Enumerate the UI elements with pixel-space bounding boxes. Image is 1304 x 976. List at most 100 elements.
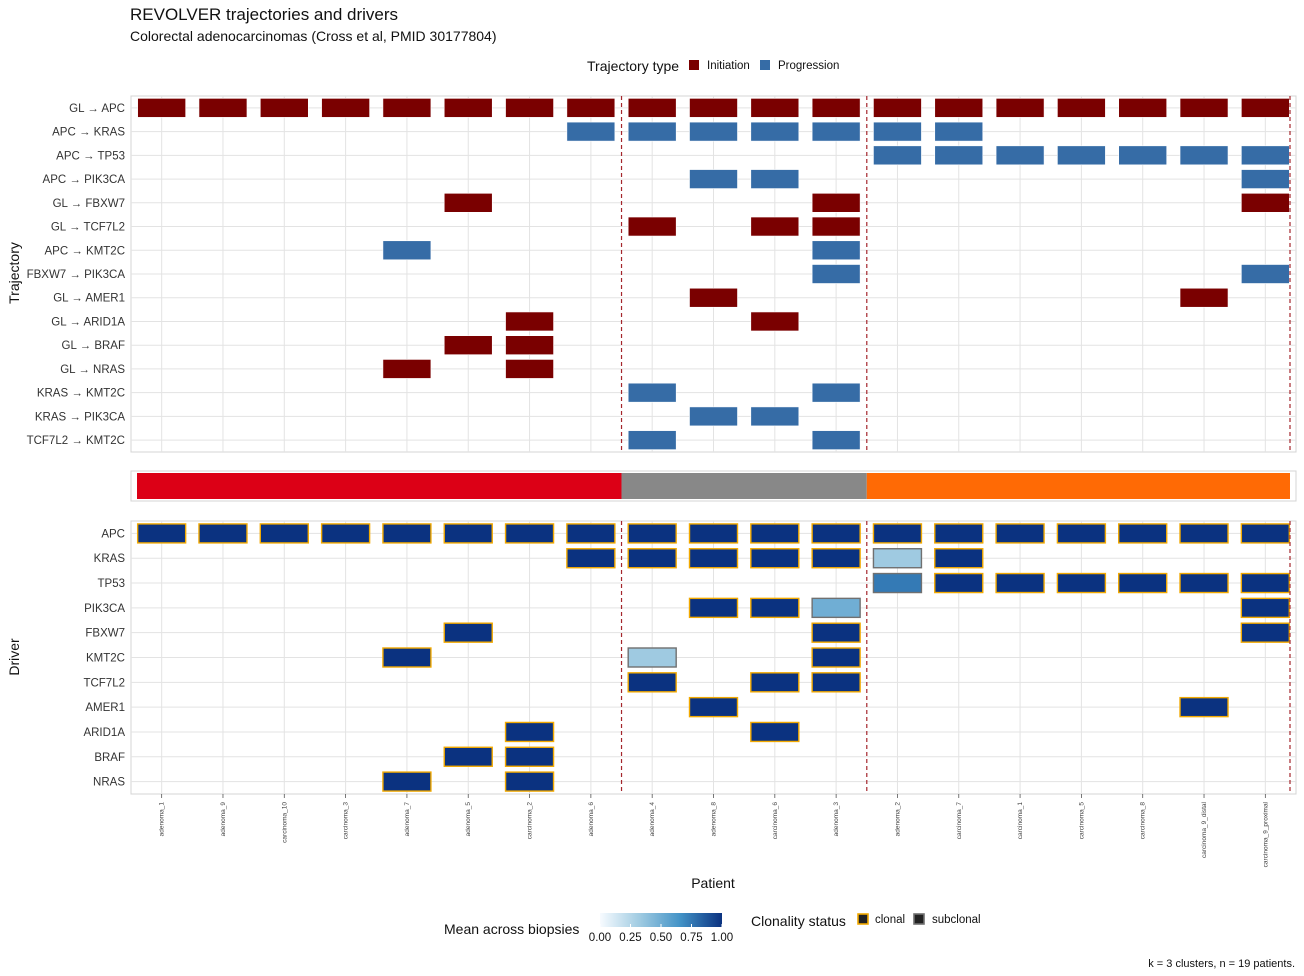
trajectory-tile-gl-apc-adenoma-7 xyxy=(382,98,432,118)
mean-legend-tick-label: 0.75 xyxy=(680,932,702,944)
trajectory-tile-fbxw7-pik3ca-adenoma-3 xyxy=(811,264,861,284)
trajectory-tile-apc-tp53-carcinoma-7 xyxy=(934,145,984,166)
trajectory-axis-title: Trajectory xyxy=(6,242,22,304)
driver-tile-kras-adenoma-6 xyxy=(566,548,616,569)
patient-label-carcinoma-1: carcinoma_1 xyxy=(1017,802,1024,840)
clonality-legend: Clonality status clonal subclonal xyxy=(751,913,981,929)
trajectory-tile-apc-kras-adenoma-2 xyxy=(873,121,922,142)
trajectory-tile-apc-kras-adenoma-3 xyxy=(811,121,861,142)
trajectory-row-label-gl-fbxw7: GL → FBXW7 xyxy=(53,198,125,210)
trajectory-tile-gl-apc-adenoma-1 xyxy=(137,98,186,118)
trajectory-tile-apc-pik3ca-carcinoma-9-proximal xyxy=(1241,169,1290,189)
driver-row-label-amer1: AMER1 xyxy=(85,702,125,714)
driver-tile-tp53-adenoma-2 xyxy=(872,572,923,594)
patient-label-adenoma-3: adenoma_3 xyxy=(833,802,840,837)
trajectory-tile-gl-nras-adenoma-7 xyxy=(382,359,432,379)
trajectory-tile-apc-tp53-carcinoma-9-proximal xyxy=(1241,145,1290,166)
driver-tile-pik3ca-adenoma-8 xyxy=(688,597,739,619)
mean-legend-tick-label: 0.50 xyxy=(650,932,672,944)
trajectory-tile-gl-apc-carcinoma-6 xyxy=(750,98,800,118)
trajectory-tile-gl-tcf7l2-adenoma-3 xyxy=(811,216,861,237)
patient-label-adenoma-8: adenoma_8 xyxy=(711,802,718,837)
trajectory-row-label-apc-kras: APC → KRAS xyxy=(52,127,125,139)
driver-tile-apc-adenoma-2 xyxy=(872,523,923,544)
driver-tile-kmt2c-adenoma-4 xyxy=(627,647,677,668)
mean-legend-tick-label: 0.00 xyxy=(589,932,611,944)
trajectory-panel: GL → APC APC → KRAS APC → TP53 APC → PIK3CA… xyxy=(27,95,1297,453)
trajectory-tile-gl-apc-adenoma-8 xyxy=(689,98,738,118)
trajectory-row-label-tcf7l2-kmt2c: TCF7L2 → KMT2C xyxy=(27,435,125,447)
trajectory-tile-gl-apc-carcinoma-9-proximal xyxy=(1241,98,1290,118)
driver-row-label-kras: KRAS xyxy=(94,553,126,565)
trajectory-tile-gl-apc-adenoma-4 xyxy=(627,98,677,118)
driver-tile-braf-carcinoma-2 xyxy=(504,746,555,767)
driver-tile-apc-carcinoma-5 xyxy=(1056,523,1107,544)
trajectory-row-label-gl-apc: GL → APC xyxy=(69,103,125,115)
driver-tile-arid1a-carcinoma-2 xyxy=(504,721,555,743)
trajectory-row-label-gl-tcf7l2: GL → TCF7L2 xyxy=(51,222,125,234)
driver-row-label-tp53: TP53 xyxy=(98,578,126,590)
trajectory-tile-apc-kras-adenoma-8 xyxy=(689,121,738,142)
trajectory-tile-apc-kras-carcinoma-7 xyxy=(934,121,984,142)
patient-label-adenoma-4: adenoma_4 xyxy=(649,802,656,837)
driver-row-label-braf: BRAF xyxy=(94,752,125,764)
driver-row-label-pik3ca: PIK3CA xyxy=(84,603,125,615)
driver-tile-fbxw7-adenoma-3 xyxy=(811,622,861,643)
legend-clonal-swatch xyxy=(857,913,869,925)
patient-label-carcinoma-5: carcinoma_5 xyxy=(1078,802,1085,840)
trajectory-tile-gl-tcf7l2-adenoma-4 xyxy=(627,216,677,237)
trajectory-tile-gl-apc-adenoma-9 xyxy=(198,98,248,118)
trajectory-row-label-kras-pik3ca: KRAS → PIK3CA xyxy=(35,411,125,423)
driver-row-label-apc: APC xyxy=(101,528,125,540)
patient-tick-labels: adenoma_1 adenoma_9 carcinoma_10 carcinoma_… xyxy=(159,794,1269,867)
driver-tile-tp53-carcinoma-9-distal xyxy=(1179,572,1229,594)
driver-tile-kmt2c-adenoma-7 xyxy=(382,647,432,668)
trajectory-legend-title: Trajectory type xyxy=(587,58,679,74)
driver-tile-tcf7l2-adenoma-4 xyxy=(627,672,677,693)
trajectory-tile-gl-apc-carcinoma-2 xyxy=(505,98,554,118)
mean-legend-tick-label: 0.25 xyxy=(619,932,641,944)
trajectory-tile-gl-apc-carcinoma-10 xyxy=(259,98,309,118)
driver-tile-apc-carcinoma-2 xyxy=(504,523,555,544)
driver-tile-apc-carcinoma-9-proximal xyxy=(1240,523,1291,544)
driver-row-label-nras: NRAS xyxy=(93,777,125,789)
trajectory-tile-apc-tp53-carcinoma-5 xyxy=(1057,145,1106,166)
trajectory-tile-gl-arid1a-carcinoma-6 xyxy=(750,311,800,332)
cluster-bar xyxy=(130,470,1297,502)
trajectory-tile-gl-apc-carcinoma-7 xyxy=(934,98,984,118)
driver-row-label-kmt2c: KMT2C xyxy=(86,653,125,665)
trajectory-tile-kras-pik3ca-adenoma-8 xyxy=(689,406,738,427)
trajectory-tile-apc-tp53-carcinoma-1 xyxy=(995,145,1045,166)
legend-subclonal-label: subclonal xyxy=(932,914,981,926)
driver-tile-kras-adenoma-4 xyxy=(627,548,677,569)
trajectory-tile-gl-amer1-carcinoma-9-distal xyxy=(1179,287,1229,308)
driver-panel: APC KRAS TP53 PIK3CA FBXW7 KMT2C TCF7L2 AMER1 AR… xyxy=(83,520,1297,795)
trajectory-tile-gl-apc-carcinoma-1 xyxy=(995,98,1045,118)
driver-tile-kmt2c-adenoma-3 xyxy=(811,647,861,668)
legend-progression-swatch xyxy=(760,60,770,70)
patient-label-adenoma-2: adenoma_2 xyxy=(894,802,901,837)
driver-tile-amer1-adenoma-8 xyxy=(688,696,739,718)
driver-tile-pik3ca-carcinoma-9-proximal xyxy=(1240,597,1291,619)
trajectory-tile-apc-tp53-adenoma-2 xyxy=(873,145,922,166)
driver-row-label-arid1a: ARID1A xyxy=(83,727,125,739)
trajectory-tile-gl-arid1a-carcinoma-2 xyxy=(505,311,554,332)
driver-tile-pik3ca-adenoma-3 xyxy=(811,597,861,619)
trajectory-tile-gl-braf-carcinoma-2 xyxy=(505,335,554,356)
trajectory-tile-gl-amer1-adenoma-8 xyxy=(689,287,738,308)
driver-tile-nras-carcinoma-2 xyxy=(504,771,555,792)
driver-tile-apc-adenoma-1 xyxy=(136,523,187,544)
driver-tile-kras-carcinoma-7 xyxy=(934,548,984,569)
trajectory-tile-apc-kmt2c-adenoma-7 xyxy=(382,240,432,261)
patient-label-carcinoma-7: carcinoma_7 xyxy=(956,802,963,840)
driver-tile-tcf7l2-adenoma-3 xyxy=(811,672,861,693)
patient-label-carcinoma-2: carcinoma_2 xyxy=(527,802,534,840)
trajectory-tile-gl-apc-carcinoma-3 xyxy=(321,98,370,118)
driver-tile-apc-adenoma-7 xyxy=(382,523,432,544)
trajectory-tile-apc-pik3ca-carcinoma-6 xyxy=(750,169,800,189)
driver-tile-apc-carcinoma-1 xyxy=(995,523,1045,544)
trajectory-tile-kras-kmt2c-adenoma-3 xyxy=(811,382,861,403)
legend-initiation-swatch xyxy=(689,60,699,70)
patient-label-adenoma-9: adenoma_9 xyxy=(220,802,227,837)
